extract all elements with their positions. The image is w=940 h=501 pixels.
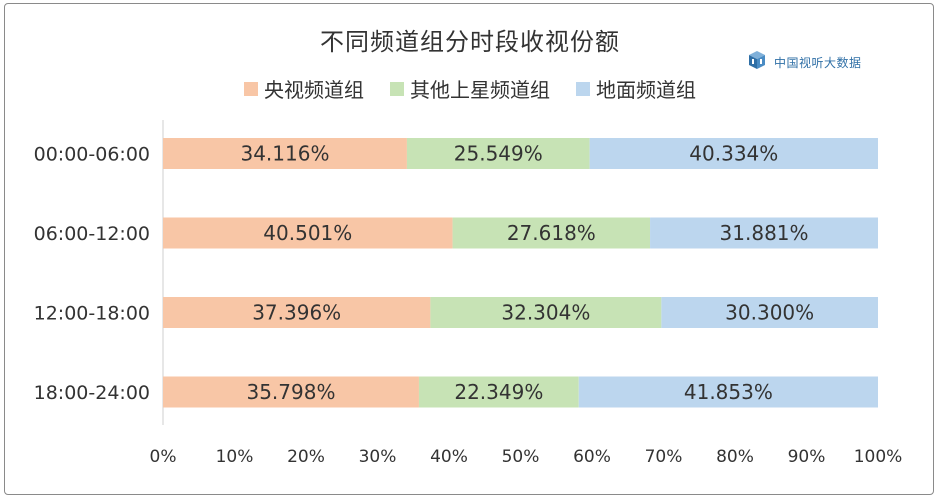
legend-swatch (244, 81, 258, 96)
x-tick-label: 100% (854, 447, 903, 467)
data-label: 41.853% (684, 380, 773, 404)
category-label: 00:00-06:00 (34, 144, 150, 166)
legend-swatch (390, 81, 404, 96)
legend-label: 其他上星频道组 (410, 78, 550, 102)
data-label: 30.300% (725, 301, 814, 325)
bar-segment (430, 297, 662, 328)
bar-segment (661, 297, 878, 328)
category-label: 12:00-18:00 (34, 303, 150, 325)
bar-segment (406, 138, 590, 169)
data-label: 40.501% (263, 221, 352, 245)
x-tick-label: 20% (287, 447, 325, 467)
legend-item: 地面频道组 (576, 74, 696, 103)
x-tick-label: 70% (645, 447, 683, 467)
category-label: 06:00-12:00 (34, 223, 150, 245)
data-label: 37.396% (252, 301, 341, 325)
x-tick-label: 10% (216, 447, 254, 467)
legend-item: 其他上星频道组 (390, 74, 550, 103)
bar-segment (163, 138, 407, 169)
legend-label: 央视频道组 (264, 78, 364, 102)
cube-logo-icon (748, 50, 766, 74)
x-tick-label: 90% (788, 447, 826, 467)
bar-segment (163, 376, 419, 408)
bar-segment (163, 297, 431, 328)
data-label: 34.116% (240, 142, 329, 166)
data-label: 31.881% (720, 221, 809, 245)
brand-text: 中国视听大数据 (774, 55, 862, 70)
bar-segment (418, 376, 579, 408)
category-label: 18:00-24:00 (34, 382, 150, 404)
bar-segment (650, 217, 878, 249)
data-label: 32.304% (501, 301, 590, 325)
x-tick-label: 40% (430, 447, 468, 467)
data-label: 25.549% (454, 142, 543, 166)
chart-frame (4, 3, 934, 495)
x-tick-label: 80% (716, 447, 754, 467)
data-label: 35.798% (246, 380, 335, 404)
legend-item: 央视频道组 (244, 74, 364, 103)
data-label: 22.349% (454, 380, 543, 404)
bar-segment (452, 217, 651, 249)
x-tick-label: 30% (359, 447, 397, 467)
data-label: 27.618% (507, 221, 596, 245)
x-tick-label: 0% (150, 447, 177, 467)
data-label: 40.334% (689, 142, 778, 166)
bar-segment (589, 138, 878, 169)
legend-label: 地面频道组 (596, 78, 696, 102)
bar-segment (578, 376, 878, 408)
brand-logo: 中国视听大数据 (748, 50, 862, 74)
x-tick-label: 50% (502, 447, 540, 467)
bar-segment (163, 217, 453, 249)
legend-swatch (576, 81, 590, 96)
chart-title: 不同频道组分时段收视份额 (320, 28, 620, 56)
chart-legend: 央视频道组 其他上星频道组 地面频道组 (0, 74, 940, 103)
x-tick-label: 60% (573, 447, 611, 467)
